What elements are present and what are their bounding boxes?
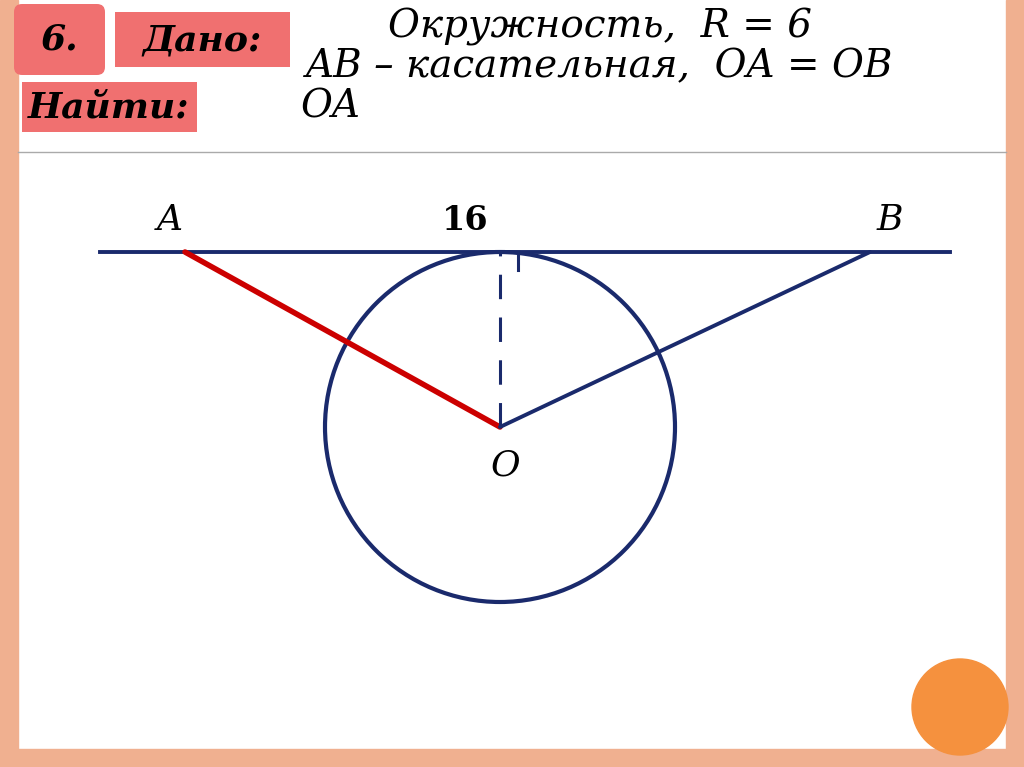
Bar xyxy=(0,0,18,767)
Text: 6.: 6. xyxy=(40,23,78,57)
Text: Найти:: Найти: xyxy=(29,90,189,124)
Bar xyxy=(1006,0,1024,767)
FancyBboxPatch shape xyxy=(115,12,290,67)
Text: Дано:: Дано: xyxy=(142,23,262,57)
Text: Окружность,  R = 6: Окружность, R = 6 xyxy=(388,8,812,46)
Bar xyxy=(0,749,1024,767)
Text: OA: OA xyxy=(300,88,360,126)
FancyBboxPatch shape xyxy=(14,4,105,75)
Text: B: B xyxy=(877,203,903,237)
Text: O: O xyxy=(490,448,520,482)
Text: AB – касательная,  OA = OB: AB – касательная, OA = OB xyxy=(306,48,894,85)
Text: A: A xyxy=(157,203,183,237)
Circle shape xyxy=(912,659,1008,755)
Text: 16: 16 xyxy=(441,203,488,236)
FancyBboxPatch shape xyxy=(22,82,197,132)
